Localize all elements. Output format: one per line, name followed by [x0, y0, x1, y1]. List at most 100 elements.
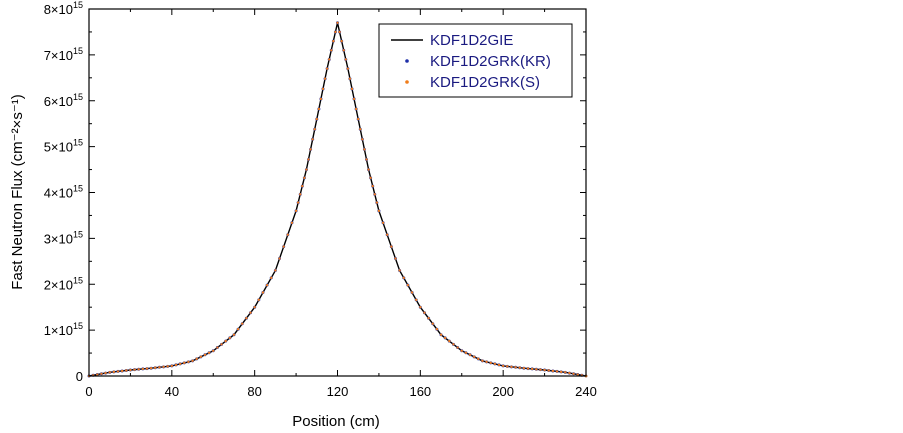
series-point-2 [170, 364, 174, 368]
series-point-2 [448, 339, 451, 343]
series-point-2 [539, 368, 542, 371]
series-point-2 [334, 30, 337, 34]
series-point-2 [427, 316, 430, 320]
series-point-2 [191, 359, 194, 363]
legend: KDF1D2GIE KDF1D2GRK(KR) KDF1D2GRK(S) [378, 23, 573, 98]
y-tick-label: 2×1015 [44, 275, 83, 292]
series-point-2 [265, 283, 269, 287]
series-point-2 [371, 184, 374, 188]
series-point-2 [340, 39, 343, 43]
series-point-2 [199, 355, 203, 359]
series-point-2 [468, 353, 472, 357]
series-point-2 [352, 97, 356, 101]
series-point-2 [216, 346, 219, 349]
legend-label: KDF1D2GIE [430, 32, 513, 49]
series-point-2 [96, 373, 99, 376]
series-point-2 [485, 360, 488, 364]
series-point-2 [414, 298, 418, 302]
series-point-2 [183, 361, 186, 365]
series-point-2 [301, 184, 304, 188]
series-point-2 [315, 117, 318, 121]
series-point-2 [141, 367, 145, 371]
series-point-2 [402, 276, 405, 280]
x-axis-title: Position (cm) [292, 413, 380, 430]
series-point-2 [149, 367, 153, 370]
series-point-2 [166, 365, 169, 368]
series-point-2 [354, 107, 358, 111]
series-point-2 [261, 291, 265, 294]
x-tick-label: 240 [575, 384, 597, 399]
series-point-2 [576, 373, 579, 376]
y-tick-label: 3×1015 [44, 229, 83, 246]
series-point-2 [245, 316, 248, 320]
series-point-2 [270, 276, 273, 280]
series-point-2 [286, 233, 289, 236]
series-point-2 [236, 328, 240, 331]
series-point-2 [543, 368, 546, 372]
series-point-2 [104, 371, 107, 375]
series-point-2 [518, 366, 521, 369]
series-point-2 [342, 49, 345, 52]
series-point-2 [439, 333, 443, 336]
series-point-2 [154, 366, 157, 369]
series-point-2 [328, 58, 331, 61]
series-point-2 [303, 176, 306, 180]
legend-swatch-dot [405, 80, 409, 84]
series-point-2 [338, 30, 341, 34]
series-point-2 [526, 367, 530, 370]
series-point-2 [158, 366, 161, 369]
x-tick-label: 120 [327, 384, 349, 399]
legend-box [378, 23, 573, 98]
series-point-2 [514, 366, 517, 369]
series-point-2 [137, 368, 140, 371]
series-point-2 [323, 77, 327, 80]
series-point-2 [249, 311, 252, 314]
series-point-2 [410, 291, 414, 294]
series-point-2 [344, 58, 347, 61]
series-point-2 [489, 361, 492, 365]
series-point-2 [100, 372, 103, 375]
series-point-2 [108, 371, 111, 374]
series-point-2 [367, 168, 370, 171]
y-tick-label: 7×1015 [44, 46, 83, 63]
series-point-2 [357, 117, 360, 121]
series-point-2 [346, 67, 350, 70]
legend-swatch-dot [405, 59, 409, 63]
y-tick-label: 5×1015 [44, 138, 83, 155]
y-tick-label: 8×1015 [44, 0, 83, 17]
series-point-2 [253, 305, 256, 309]
series-point-2 [572, 372, 575, 375]
series-point-2 [452, 343, 455, 346]
series-point-2 [506, 365, 509, 368]
series-point-2 [336, 21, 339, 24]
series-point-2 [311, 138, 314, 141]
series-point-2 [464, 351, 468, 354]
series-point-2 [274, 269, 277, 272]
series-point-2 [220, 343, 223, 346]
series-point-2 [406, 283, 410, 287]
series-point-2 [493, 362, 497, 366]
series-point-2 [307, 158, 310, 161]
series-point-2 [369, 176, 372, 180]
series-point-2 [359, 127, 362, 131]
series-point-2 [232, 333, 236, 336]
series-point-2 [203, 353, 207, 357]
series-point-2 [207, 351, 211, 354]
x-tick-label: 40 [165, 384, 179, 399]
y-axis-title: Fast Neutron Flux (cm⁻²×s⁻¹) [9, 94, 26, 289]
series-point-2 [375, 201, 379, 204]
x-tick-label: 0 [85, 384, 92, 399]
series-point-2 [294, 209, 298, 213]
series-point-2 [477, 357, 480, 361]
series-point-2 [116, 370, 120, 373]
series-point-2 [497, 363, 501, 367]
series-point-2 [321, 87, 325, 91]
series-point-2 [120, 369, 124, 373]
series-point-2 [377, 209, 381, 213]
series-point-2 [317, 107, 321, 111]
series-point-2 [564, 371, 567, 374]
series-point-2 [309, 148, 312, 151]
series-point-2 [365, 158, 368, 161]
series-point-2 [535, 368, 538, 371]
y-tick-label: 0 [76, 369, 83, 384]
